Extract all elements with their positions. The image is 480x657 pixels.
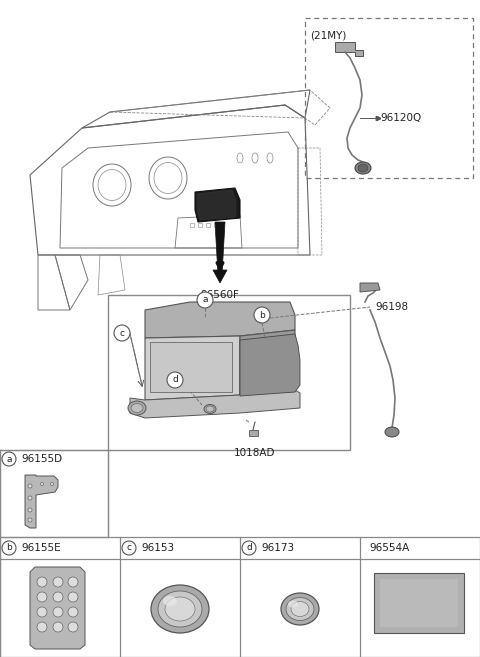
Bar: [108, 295, 350, 450]
Ellipse shape: [291, 602, 309, 616]
Circle shape: [197, 292, 213, 308]
Circle shape: [122, 541, 136, 555]
Ellipse shape: [204, 405, 216, 413]
Ellipse shape: [286, 597, 314, 620]
Ellipse shape: [385, 427, 399, 437]
Circle shape: [28, 496, 32, 500]
Polygon shape: [249, 430, 258, 436]
Text: 96554A: 96554A: [369, 543, 409, 553]
Circle shape: [50, 482, 53, 486]
Circle shape: [68, 622, 78, 632]
Ellipse shape: [128, 401, 146, 415]
Ellipse shape: [151, 585, 209, 633]
Circle shape: [68, 577, 78, 587]
Polygon shape: [195, 188, 240, 222]
Text: c: c: [127, 543, 132, 553]
Text: d: d: [246, 543, 252, 553]
Bar: [0, 537, 480, 657]
Polygon shape: [360, 283, 380, 292]
Bar: [305, 18, 473, 178]
Bar: [214, 223, 218, 227]
Text: a: a: [202, 296, 208, 304]
Ellipse shape: [163, 596, 177, 606]
Polygon shape: [213, 270, 227, 283]
Bar: [206, 223, 210, 227]
Circle shape: [40, 482, 44, 486]
Text: 96155E: 96155E: [21, 543, 60, 553]
Circle shape: [254, 307, 270, 323]
Text: c: c: [120, 328, 124, 338]
Circle shape: [2, 541, 16, 555]
Circle shape: [114, 325, 130, 341]
Circle shape: [37, 592, 47, 602]
Bar: [0, 450, 108, 537]
Polygon shape: [197, 190, 236, 220]
Text: 96198: 96198: [375, 302, 408, 312]
Bar: [150, 342, 232, 392]
Text: 96155D: 96155D: [21, 454, 62, 464]
Circle shape: [53, 577, 63, 587]
Bar: [190, 223, 194, 227]
Text: 96560F: 96560F: [201, 290, 240, 300]
Circle shape: [37, 622, 47, 632]
Circle shape: [53, 607, 63, 617]
Polygon shape: [335, 42, 363, 56]
Circle shape: [2, 452, 16, 466]
Circle shape: [37, 577, 47, 587]
Polygon shape: [25, 475, 58, 528]
Ellipse shape: [158, 591, 202, 627]
Polygon shape: [215, 222, 225, 275]
Text: 96120Q: 96120Q: [380, 113, 421, 123]
Circle shape: [28, 484, 32, 488]
Text: a: a: [6, 455, 12, 463]
Ellipse shape: [355, 162, 371, 174]
Circle shape: [68, 592, 78, 602]
Circle shape: [53, 592, 63, 602]
Text: b: b: [259, 311, 265, 319]
Circle shape: [28, 518, 32, 522]
Polygon shape: [30, 567, 85, 649]
Ellipse shape: [131, 403, 143, 413]
Circle shape: [167, 372, 183, 388]
Circle shape: [242, 541, 256, 555]
Text: b: b: [6, 543, 12, 553]
Polygon shape: [240, 330, 295, 395]
Text: (21MY): (21MY): [310, 30, 347, 40]
Ellipse shape: [281, 593, 319, 625]
Ellipse shape: [288, 600, 298, 608]
Bar: [198, 223, 202, 227]
Text: 96153: 96153: [141, 543, 174, 553]
Ellipse shape: [165, 597, 195, 621]
Ellipse shape: [358, 164, 368, 172]
Polygon shape: [145, 302, 295, 338]
Text: 96173: 96173: [261, 543, 294, 553]
Polygon shape: [145, 336, 240, 400]
Circle shape: [68, 607, 78, 617]
Text: 1018AD: 1018AD: [234, 448, 276, 458]
Bar: [380, 579, 458, 627]
Polygon shape: [130, 390, 300, 418]
Text: d: d: [172, 376, 178, 384]
Circle shape: [28, 508, 32, 512]
Circle shape: [37, 607, 47, 617]
Polygon shape: [240, 334, 300, 396]
Circle shape: [53, 622, 63, 632]
FancyBboxPatch shape: [374, 573, 464, 633]
Ellipse shape: [206, 406, 214, 412]
